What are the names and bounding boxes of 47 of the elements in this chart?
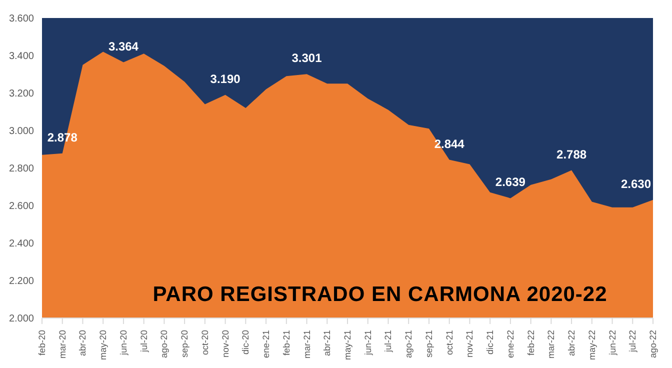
data-label: 3.301 bbox=[292, 51, 322, 66]
data-label: 3.190 bbox=[210, 72, 241, 86]
y-tick-label: 2.200 bbox=[8, 276, 34, 288]
x-tick-label: jun-20 bbox=[118, 330, 128, 356]
x-tick-label: jun-22 bbox=[607, 330, 618, 356]
x-tick-label: ene-22 bbox=[505, 330, 516, 358]
data-label: 2.639 bbox=[495, 175, 526, 190]
x-tick-label: feb-20 bbox=[37, 330, 47, 356]
text: PARO REGISTRADO EN CARMONA 2020-22 bbox=[152, 283, 608, 307]
x-tick-label: mar-22 bbox=[546, 330, 556, 359]
x-tick-label: dic-20 bbox=[240, 330, 251, 355]
y-tick-label: 3.400 bbox=[8, 51, 34, 62]
x-tick-label: jul-21 bbox=[383, 330, 394, 354]
x-tick-label: sep-20 bbox=[180, 330, 190, 358]
x-tick-label: may-20 bbox=[98, 330, 108, 360]
x-tick-label: ago-21 bbox=[404, 330, 414, 358]
x-tick-label: dic-21 bbox=[485, 330, 496, 355]
x-tick-label: mar-20 bbox=[57, 330, 68, 359]
x-tick-label: mar-21 bbox=[302, 330, 312, 359]
x-tick-label: may-22 bbox=[586, 330, 597, 360]
x-tick-label: jun-21 bbox=[362, 330, 373, 356]
y-tick-label: 2.800 bbox=[8, 164, 34, 175]
y-tick-label: 2.000 bbox=[8, 314, 34, 325]
x-tick-label: jul-20 bbox=[138, 330, 149, 354]
x-tick-label: feb-21 bbox=[281, 330, 292, 356]
x-tick-label: nov-21 bbox=[464, 330, 475, 358]
y-tick-label: 2.400 bbox=[8, 238, 34, 250]
x-tick-label: sep-21 bbox=[424, 330, 434, 358]
x-tick-label: nov-20 bbox=[220, 330, 230, 358]
x-tick-label: feb-22 bbox=[526, 330, 536, 356]
x-tick-label: ago-22 bbox=[648, 330, 658, 358]
x-tick-label: oct-21 bbox=[444, 330, 454, 356]
data-label: 2.788 bbox=[556, 147, 587, 162]
y-tick-label: 3.000 bbox=[8, 126, 34, 138]
x-tick-label: ago-20 bbox=[159, 330, 170, 358]
x-tick-label: abr-22 bbox=[566, 330, 577, 356]
x-tick-label: jul-22 bbox=[628, 330, 638, 354]
x-tick-label: may-21 bbox=[342, 330, 352, 360]
x-tick-label: abr-21 bbox=[322, 330, 332, 356]
y-tick-label: 2.600 bbox=[8, 201, 34, 212]
data-label: 2.630 bbox=[620, 176, 652, 191]
x-tick-label: oct-20 bbox=[200, 330, 210, 356]
data-label: 3.364 bbox=[108, 39, 139, 54]
x-tick-label: abr-20 bbox=[78, 330, 88, 356]
y-tick-label: 3.600 bbox=[8, 14, 34, 25]
y-tick-label: 3.200 bbox=[8, 88, 34, 100]
x-tick-label: ene-21 bbox=[261, 330, 272, 358]
